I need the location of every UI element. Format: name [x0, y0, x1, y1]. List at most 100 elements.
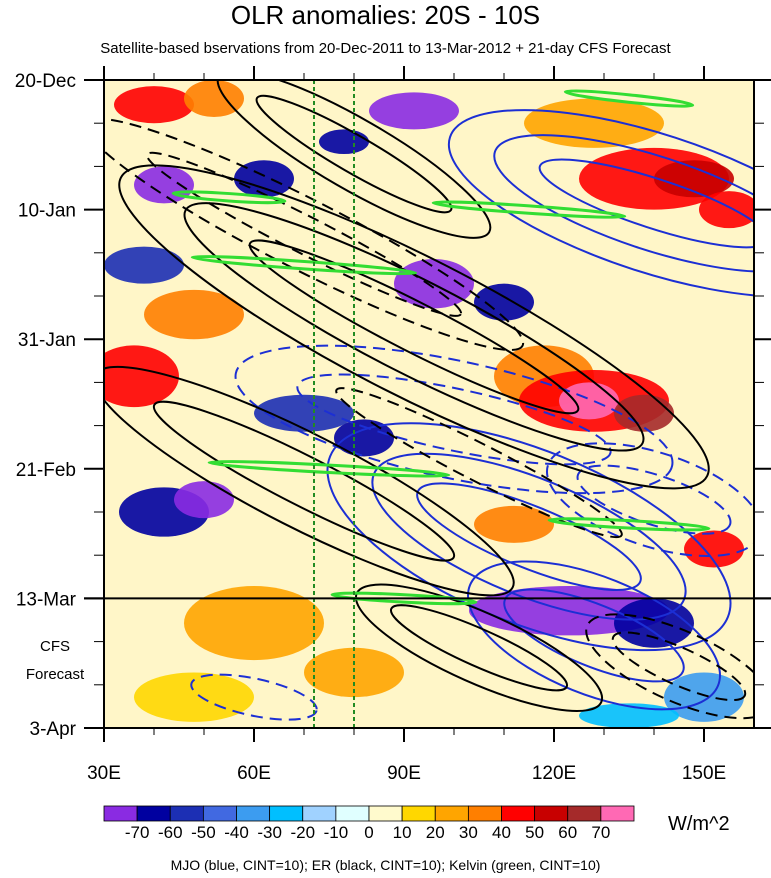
colorbar-box-10 — [434, 805, 469, 822]
kelvin-contour-2-0 — [431, 200, 627, 219]
anomaly-patch-13 — [104, 345, 179, 408]
kelvin-contour-0-0 — [563, 89, 695, 108]
anomaly-patch-28 — [134, 672, 254, 722]
colorbar-label-8: 10 — [393, 823, 412, 842]
mjo-contour-2-1 — [467, 560, 721, 711]
er-contour-5-0 — [335, 387, 623, 539]
anomaly-patch-3 — [319, 129, 369, 155]
colorbar-box-2 — [169, 805, 204, 822]
colorbar-label-12: 50 — [525, 823, 544, 842]
anomaly-patch-27 — [184, 586, 324, 661]
anomaly-patch-0 — [114, 86, 194, 124]
colorbar-label-10: 30 — [459, 823, 478, 842]
x-tick-label-1: 60E — [237, 763, 271, 784]
y-tick-label-0: 20-Dec — [15, 71, 76, 92]
colorbar-box-11 — [467, 805, 502, 822]
forecast-label-0: CFS — [40, 638, 70, 655]
er-contour-0-0 — [255, 94, 453, 214]
reference-longitudes — [313, 80, 355, 728]
mjo-contour-4-0 — [576, 464, 732, 535]
er-contour-3-0 — [389, 604, 569, 692]
er-contour-1-1 — [183, 202, 645, 452]
anomaly-patch-18 — [614, 394, 674, 432]
er-contour-4-0 — [145, 151, 463, 317]
colorbar-box-7 — [335, 805, 370, 822]
colorbar-label-14: 70 — [591, 823, 610, 842]
er-contour-6-0 — [611, 631, 747, 702]
y-tick-label-3: 21-Feb — [16, 460, 76, 481]
anomaly-patch-1 — [184, 80, 244, 118]
er-contour-4-1 — [104, 117, 525, 351]
anomaly-patch-22 — [174, 481, 234, 519]
kelvin-contour-4-0 — [207, 460, 451, 478]
mjo-contour-4-1 — [545, 442, 754, 558]
er-contour-0-1 — [216, 80, 492, 239]
colorbar-box-5 — [269, 805, 304, 822]
x-tick-label-3: 120E — [532, 763, 576, 784]
y-tick-label-2: 31-Jan — [18, 330, 76, 351]
x-tick-label-0: 30E — [87, 763, 121, 784]
anomaly-patch-20 — [334, 419, 394, 457]
colorbar-box-0 — [103, 805, 138, 822]
kelvin-contour-6-0 — [330, 591, 478, 606]
wave-contours — [104, 80, 754, 721]
colorbar-label-0: -70 — [125, 823, 150, 842]
anomaly-patch-19 — [254, 394, 354, 432]
anomaly-patch-6 — [654, 160, 734, 198]
kelvin-contour-3-0 — [190, 255, 418, 276]
mjo-contour-2-0 — [503, 588, 685, 683]
y-tick-label-4: 13-Mar — [16, 589, 77, 610]
colorbar-label-13: 60 — [558, 823, 577, 842]
colorbar-label-2: -50 — [191, 823, 216, 842]
anomaly-patch-11 — [474, 283, 534, 321]
colorbar-box-9 — [401, 805, 436, 822]
mjo-contour-0-0 — [538, 158, 754, 249]
colorbar-box-14 — [567, 805, 602, 822]
er-contour-2-0 — [152, 400, 456, 562]
anomaly-patch-26 — [614, 598, 694, 648]
colorbar-box-12 — [501, 805, 536, 822]
colorbar-label-7: 0 — [364, 823, 373, 842]
x-tick-label-4: 150E — [682, 763, 726, 784]
mjo-contour-0-2 — [447, 109, 754, 298]
colorbar-box-1 — [136, 805, 171, 822]
anomaly-patch-2 — [369, 92, 459, 130]
colorbar-label-9: 20 — [426, 823, 445, 842]
anomaly-patch-24 — [684, 530, 744, 568]
plot-frame — [103, 79, 755, 729]
chart-subtitle: Satellite-based bservations from 20-Dec-… — [100, 40, 671, 57]
chart-title: OLR anomalies: 20S - 10S — [230, 0, 541, 30]
kelvin-contour-1-0 — [171, 190, 287, 205]
er-contour-1-0 — [248, 239, 580, 415]
axes: 20-Dec 10-Jan 31-Jan 21-Feb 13-Mar 3-Apr CFS Fo… — [15, 66, 771, 784]
anomaly-patch-12 — [104, 246, 184, 284]
colorbar-label-1: -60 — [158, 823, 183, 842]
colorbar-label-11: 40 — [492, 823, 511, 842]
y-tick-label-1: 10-Jan — [18, 201, 76, 222]
forecast-label-1: Forecast — [26, 666, 85, 683]
colorbar: -70 -60 -50 -40 -30 -20 -10 0 10 20 30 40 50 60 70 — [103, 805, 635, 842]
contour-legend: MJO (blue, CINT=10); ER (black, CINT=10)… — [170, 857, 601, 873]
colorbar-box-8 — [368, 805, 403, 822]
anomaly-patch-17 — [559, 382, 619, 420]
kelvin-contour-5-0 — [547, 517, 711, 532]
colorbar-units: W/m^2 — [668, 813, 730, 835]
colorbar-label-4: -30 — [257, 823, 282, 842]
x-tick-label-2: 90E — [387, 763, 421, 784]
y-tick-label-5: 3-Apr — [30, 719, 77, 740]
mjo-contour-5-0 — [190, 673, 318, 721]
colorbar-box-6 — [302, 805, 337, 822]
mjo-contour-3-1 — [234, 344, 674, 495]
anomaly-patch-30 — [664, 672, 744, 722]
anomaly-patch-14 — [144, 289, 244, 340]
colorbar-label-5: -20 — [290, 823, 315, 842]
er-contour-1-2 — [118, 164, 710, 490]
colorbar-box-13 — [534, 805, 569, 822]
colorbar-label-3: -40 — [224, 823, 249, 842]
er-contour-2-1 — [104, 365, 515, 597]
colorbar-box-15 — [600, 805, 635, 822]
colorbar-box-4 — [236, 805, 271, 822]
colorbar-box-3 — [202, 805, 237, 822]
mjo-contour-0-1 — [493, 134, 754, 273]
